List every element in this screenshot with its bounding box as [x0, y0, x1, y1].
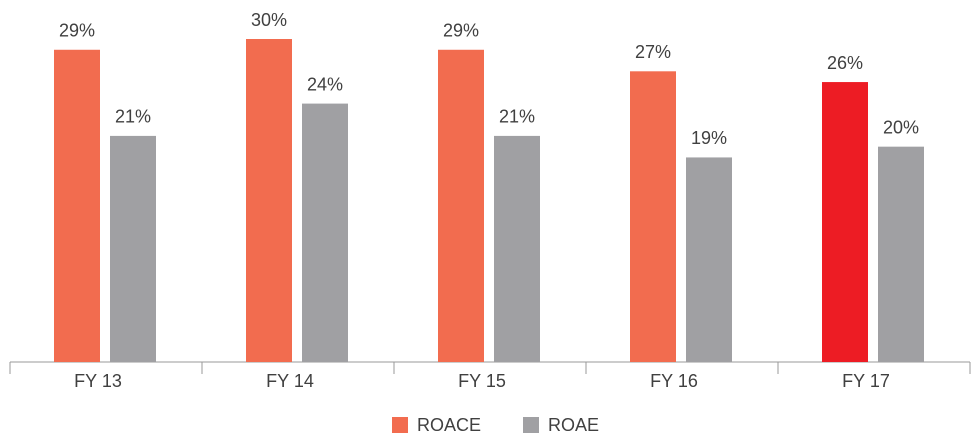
data-label: 24%: [307, 74, 343, 94]
x-tick-label: FY 15: [458, 371, 506, 391]
bar: [302, 103, 348, 362]
data-label: 20%: [883, 117, 919, 137]
data-label: 26%: [827, 53, 863, 73]
data-label: 29%: [59, 21, 95, 41]
legend-label: ROACE: [417, 415, 481, 435]
bar: [110, 135, 156, 362]
bar: [630, 71, 676, 363]
x-tick-label: FY 13: [74, 371, 122, 391]
legend-swatch: [392, 417, 408, 433]
data-label: 27%: [635, 42, 671, 62]
x-tick-label: FY 16: [650, 371, 698, 391]
data-label: 21%: [499, 107, 535, 127]
x-tick-label: FY 14: [266, 371, 314, 391]
data-label: 21%: [115, 107, 151, 127]
data-label: 19%: [691, 128, 727, 148]
data-label: 29%: [443, 21, 479, 41]
bar: [54, 49, 100, 363]
bar: [686, 157, 732, 362]
bar: [246, 39, 292, 362]
bar: [878, 146, 924, 362]
bar: [494, 135, 540, 362]
bar: [822, 82, 868, 363]
x-tick-label: FY 17: [842, 371, 890, 391]
data-label: 30%: [251, 10, 287, 30]
legend-swatch: [523, 417, 539, 433]
legend-label: ROAE: [548, 415, 599, 435]
bar: [438, 49, 484, 363]
